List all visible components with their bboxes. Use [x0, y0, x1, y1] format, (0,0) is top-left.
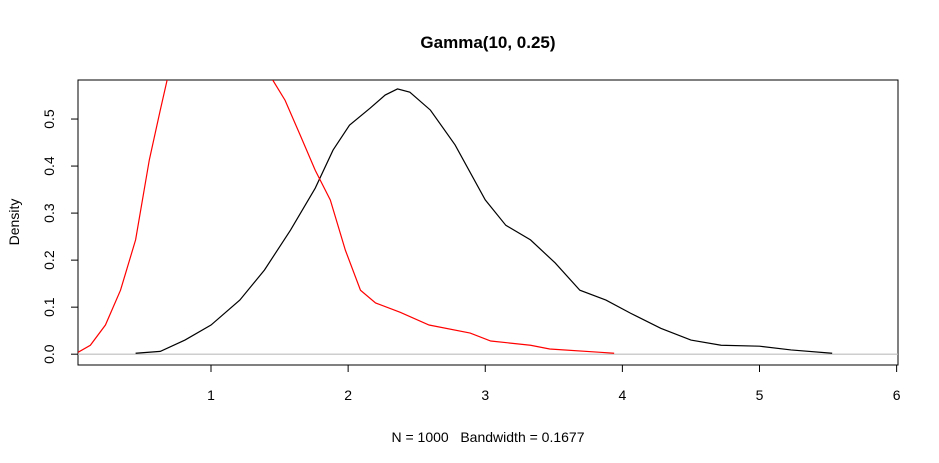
density-line — [78, 80, 615, 354]
y-tick-label: 0.1 — [41, 297, 57, 317]
chart-title: Gamma(10, 0.25) — [420, 33, 555, 52]
density-line — [135, 88, 833, 354]
y-tick-label: 0.0 — [41, 344, 57, 364]
x-tick-label: 6 — [893, 387, 901, 403]
y-tick-label: 0.3 — [41, 203, 57, 223]
y-axis-title: Density — [6, 199, 22, 246]
y-tick-label: 0.4 — [41, 156, 57, 176]
y-tick-label: 0.2 — [41, 250, 57, 270]
x-tick-label: 1 — [207, 387, 215, 403]
x-tick-label: 4 — [618, 387, 626, 403]
x-tick-label: 2 — [344, 387, 352, 403]
x-axis-title: N = 1000 Bandwidth = 0.1677 — [391, 429, 584, 445]
x-tick-label: 3 — [481, 387, 489, 403]
plot-frame — [77, 79, 899, 366]
x-tick-label: 5 — [756, 387, 764, 403]
y-tick-label: 0.5 — [41, 109, 57, 129]
